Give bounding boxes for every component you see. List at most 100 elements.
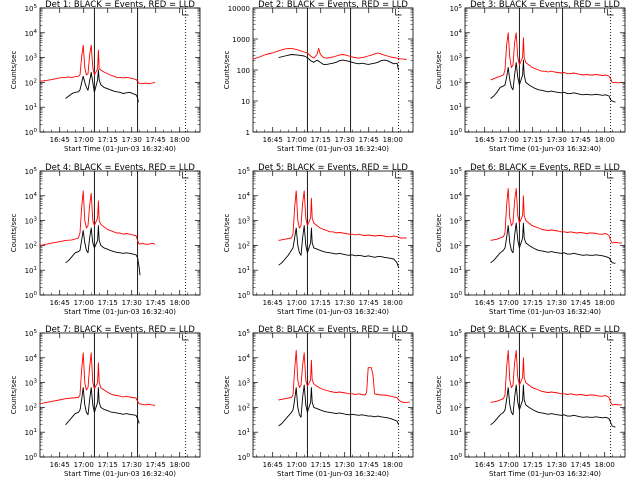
panel-det-9: Det 9: BLACK = Events, RED = LLD 100 101 10… bbox=[435, 325, 626, 478]
y-tick-label: 100 bbox=[450, 128, 463, 137]
x-tick-label: 17:15 bbox=[523, 136, 543, 144]
plot-frame bbox=[464, 170, 626, 296]
x-tick-label: 17:30 bbox=[335, 136, 355, 144]
panel-title: Det 6: BLACK = Events, RED = LLD bbox=[470, 163, 620, 173]
x-tick-label: 17:45 bbox=[359, 136, 379, 144]
y-tick-label: 103 bbox=[238, 379, 251, 388]
x-tick-label: 17:00 bbox=[74, 136, 94, 144]
y-tick-label: 101 bbox=[450, 103, 462, 112]
x-tick-label: 16:45 bbox=[50, 461, 70, 469]
x-axis-label: Start Time (01-Jun-03 16:32:40) bbox=[489, 308, 601, 316]
x-tick-label: 17:45 bbox=[146, 461, 166, 469]
x-tick-label: 18:00 bbox=[383, 299, 403, 307]
marker-bracket bbox=[395, 334, 402, 341]
plot-frame bbox=[39, 7, 201, 133]
marker-bracket bbox=[182, 172, 189, 179]
marker-bracket bbox=[607, 172, 614, 179]
marker-bracket bbox=[607, 334, 614, 341]
x-tick-label: 18:00 bbox=[383, 136, 403, 144]
y-tick-label: 105 bbox=[25, 4, 38, 13]
y-tick-label: 105 bbox=[238, 329, 251, 338]
x-tick-label: 16:45 bbox=[475, 136, 495, 144]
y-tick-label: 100 bbox=[238, 291, 251, 300]
y-tick-label: 102 bbox=[450, 241, 462, 250]
y-tick-label: 104 bbox=[25, 29, 38, 38]
y-tick-label: 103 bbox=[450, 217, 463, 226]
x-tick-label: 17:30 bbox=[547, 136, 567, 144]
x-tick-label: 17:15 bbox=[311, 299, 331, 307]
marker-bracket bbox=[182, 9, 189, 16]
x-tick-label: 17:30 bbox=[122, 461, 142, 469]
x-tick-label: 17:15 bbox=[98, 136, 118, 144]
y-axis-label: Counts/sec bbox=[435, 376, 443, 415]
x-tick-label: 17:15 bbox=[523, 461, 543, 469]
events-series-line bbox=[490, 384, 616, 428]
x-tick-label: 16:45 bbox=[263, 136, 283, 144]
y-tick-label: 103 bbox=[25, 379, 38, 388]
y-axis-label: Counts/sec bbox=[10, 51, 18, 90]
lld-series-line bbox=[39, 190, 156, 246]
x-tick-label: 17:15 bbox=[311, 136, 331, 144]
y-tick-label: 101 bbox=[25, 428, 37, 437]
y-axis-label: Counts/sec bbox=[223, 214, 231, 253]
x-tick-label: 16:45 bbox=[50, 299, 70, 307]
events-series-line bbox=[278, 225, 400, 268]
y-tick-label: 104 bbox=[450, 354, 463, 363]
plot-frame bbox=[252, 332, 414, 458]
x-tick-label: 17:15 bbox=[523, 299, 543, 307]
panel-det-5: Det 5: BLACK = Events, RED = LLD 100 101 10… bbox=[223, 163, 414, 316]
x-tick-label: 18:00 bbox=[383, 461, 403, 469]
marker-bracket bbox=[395, 172, 402, 179]
panel-title: Det 1: BLACK = Events, RED = LLD bbox=[45, 0, 195, 10]
y-tick-label: 104 bbox=[238, 192, 251, 201]
panel-title: Det 9: BLACK = Events, RED = LLD bbox=[470, 325, 620, 335]
y-tick-label: 101 bbox=[238, 266, 250, 275]
y-tick-label: 105 bbox=[450, 167, 463, 176]
panel-title: Det 3: BLACK = Events, RED = LLD bbox=[470, 0, 620, 10]
plot-frame bbox=[39, 170, 201, 296]
x-tick-label: 18:00 bbox=[595, 461, 615, 469]
plot-frame bbox=[464, 7, 626, 133]
panel-det-7: Det 7: BLACK = Events, RED = LLD 100 101 10… bbox=[10, 325, 201, 478]
y-tick-label: 104 bbox=[25, 354, 38, 363]
x-tick-label: 17:45 bbox=[571, 136, 591, 144]
y-axis-label: Counts/sec bbox=[435, 51, 443, 90]
y-tick-label: 102 bbox=[450, 403, 462, 412]
y-axis-label: Counts/sec bbox=[10, 214, 18, 253]
events-series-line bbox=[65, 69, 139, 103]
panel-title: Det 7: BLACK = Events, RED = LLD bbox=[45, 325, 195, 335]
x-tick-label: 16:45 bbox=[263, 461, 283, 469]
lld-series-line bbox=[278, 190, 407, 241]
y-tick-label: 105 bbox=[25, 167, 38, 176]
y-tick-label: 100 bbox=[238, 453, 251, 462]
x-tick-label: 17:30 bbox=[122, 299, 142, 307]
y-tick-label: 105 bbox=[238, 167, 251, 176]
y-tick-label: 104 bbox=[238, 354, 251, 363]
y-tick-label: 104 bbox=[25, 192, 38, 201]
x-tick-label: 18:00 bbox=[170, 136, 190, 144]
x-tick-label: 17:00 bbox=[499, 299, 519, 307]
y-tick-label: 103 bbox=[25, 54, 38, 63]
x-axis-label: Start Time (01-Jun-03 16:32:40) bbox=[277, 308, 389, 316]
y-tick-label: 101 bbox=[25, 103, 37, 112]
lld-series-line bbox=[39, 44, 156, 85]
x-axis-label: Start Time (01-Jun-03 16:32:40) bbox=[489, 470, 601, 478]
x-tick-label: 16:45 bbox=[475, 299, 495, 307]
x-tick-label: 16:45 bbox=[50, 136, 70, 144]
x-tick-label: 18:00 bbox=[170, 461, 190, 469]
y-tick-label: 102 bbox=[238, 241, 250, 250]
panel-det-3: Det 3: BLACK = Events, RED = LLD 100 101 10… bbox=[435, 0, 626, 153]
x-tick-label: 16:45 bbox=[263, 299, 283, 307]
y-tick-label: 104 bbox=[450, 192, 463, 201]
x-tick-label: 17:30 bbox=[547, 299, 567, 307]
y-tick-label: 1 bbox=[246, 129, 250, 137]
y-tick-label: 101 bbox=[25, 266, 37, 275]
y-axis-label: Counts/sec bbox=[435, 214, 443, 253]
panel-det-6: Det 6: BLACK = Events, RED = LLD 100 101 10… bbox=[435, 163, 626, 316]
y-tick-label: 10000 bbox=[228, 5, 250, 13]
x-tick-label: 17:00 bbox=[499, 136, 519, 144]
marker-bracket bbox=[182, 334, 189, 341]
panel-title: Det 2: BLACK = Events, RED = LLD bbox=[258, 0, 408, 10]
plot-frame bbox=[464, 332, 626, 458]
